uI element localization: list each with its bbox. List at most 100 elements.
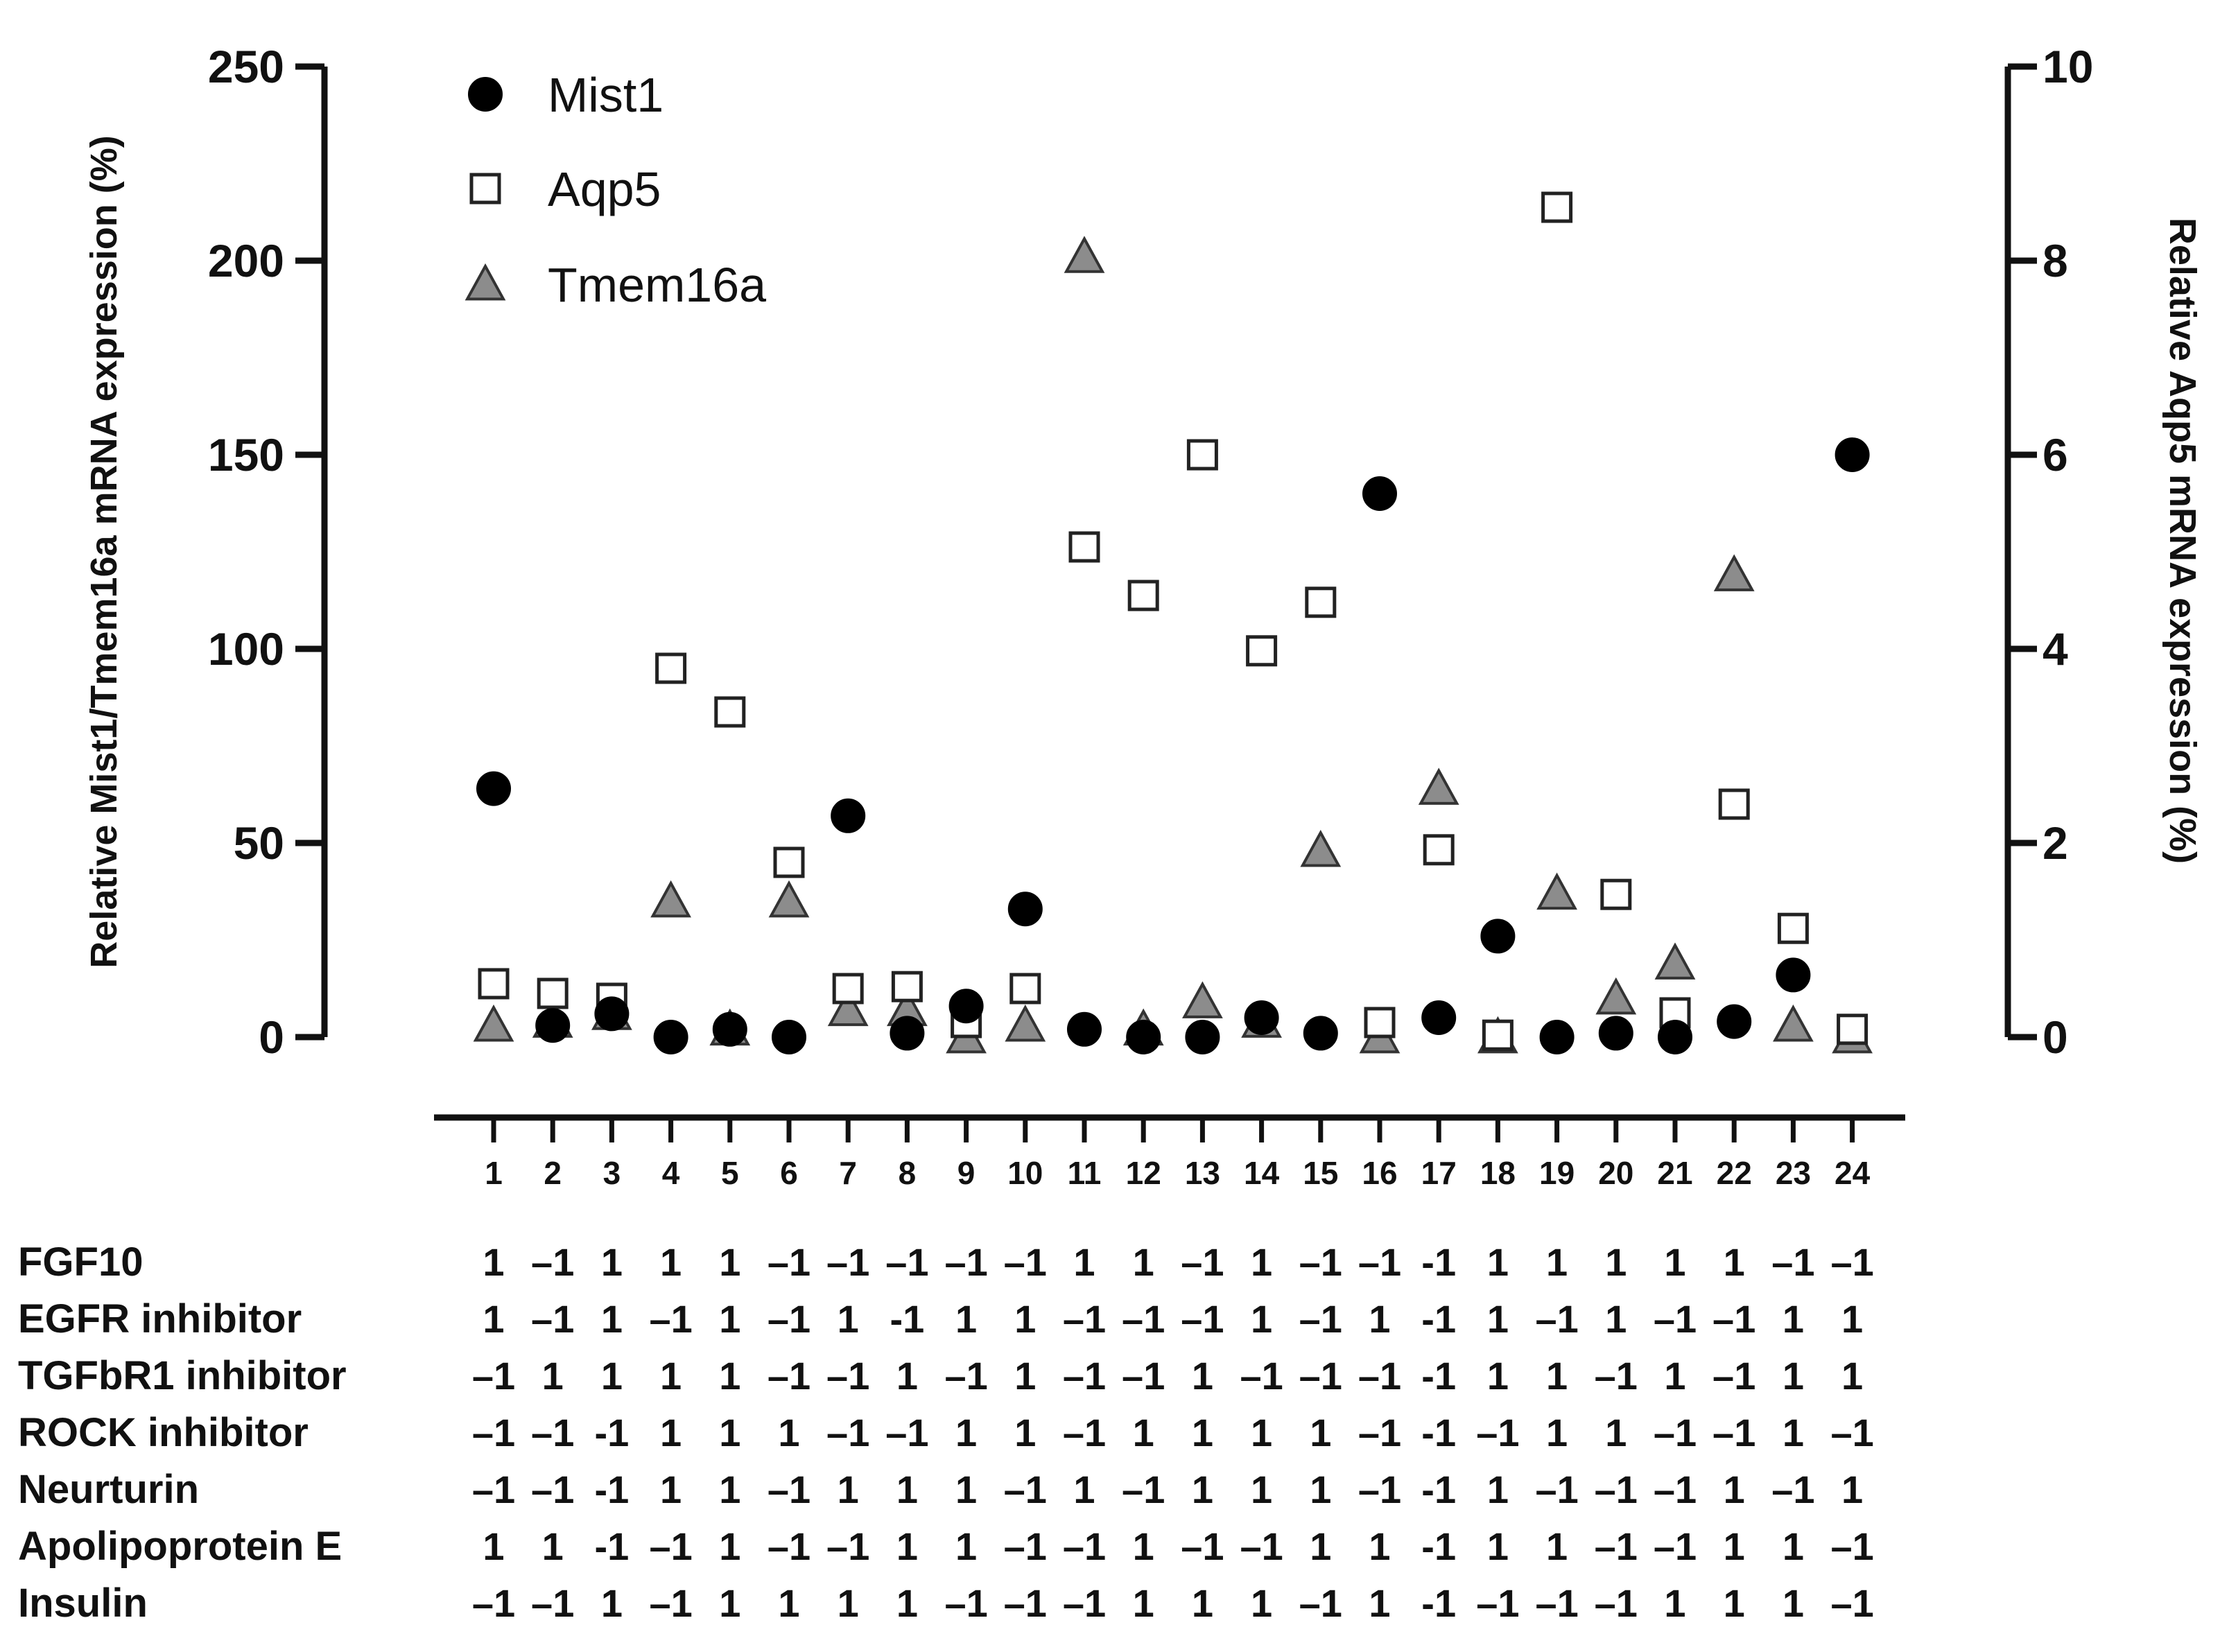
factor-level: 1 <box>1605 1411 1627 1454</box>
factor-level: –1 <box>1181 1524 1224 1568</box>
aqp5-point <box>1068 531 1100 563</box>
right-tick-label: 8 <box>2043 235 2068 286</box>
right-tick-label: 10 <box>2043 41 2093 92</box>
factor-level: –1 <box>826 1524 869 1568</box>
factor-level: -1 <box>1421 1468 1456 1511</box>
factor-level: –1 <box>1358 1411 1401 1454</box>
factor-level: 1 <box>955 1468 977 1511</box>
factor-level: 1 <box>719 1297 740 1341</box>
series-aqp5 <box>478 191 1868 1051</box>
factor-level: –1 <box>1122 1297 1165 1341</box>
aqp5-point <box>1009 973 1041 1005</box>
mist1-point <box>1717 1004 1752 1039</box>
factor-level: –1 <box>472 1354 515 1398</box>
mist1-point <box>1067 1011 1102 1047</box>
factor-level: 1 <box>1133 1411 1154 1454</box>
tmem16a-point <box>1182 981 1223 1018</box>
left-axis-title: Relative Mist1/Tmem16a mRNA expression (… <box>83 135 125 968</box>
factor-level: –1 <box>649 1297 692 1341</box>
x-tick-label: 4 <box>662 1155 680 1191</box>
factor-level: –1 <box>1299 1354 1342 1398</box>
legend-mist1-marker <box>468 77 503 112</box>
factor-level: 1 <box>1605 1297 1627 1341</box>
factor-level: 1 <box>1251 1468 1272 1511</box>
factor-level: 1 <box>1014 1411 1036 1454</box>
factor-level: 1 <box>1073 1240 1095 1284</box>
x-tick-label: 16 <box>1362 1155 1397 1191</box>
factor-level: 1 <box>601 1297 623 1341</box>
factor-level: –1 <box>1830 1581 1873 1625</box>
aqp5-point <box>1482 1019 1514 1051</box>
factor-level: –1 <box>1535 1297 1578 1341</box>
tmem16a-point <box>1300 830 1342 867</box>
factor-level: 1 <box>1014 1297 1036 1341</box>
aqp5-point <box>1718 788 1750 820</box>
mist1-point <box>1658 1020 1692 1054</box>
legend: Mist1 Aqp5 Tmem16a <box>465 68 766 312</box>
data-marks <box>473 191 1873 1054</box>
factor-level: 1 <box>896 1468 918 1511</box>
factor-level: –1 <box>1830 1524 1873 1568</box>
aqp5-point <box>714 696 746 728</box>
factor-level: –1 <box>1535 1468 1578 1511</box>
factor-level: 1 <box>1546 1240 1568 1284</box>
legend-tmem16a-marker <box>465 263 506 301</box>
factor-name: Apolipoprotein E <box>18 1524 342 1569</box>
tmem16a-point <box>1773 1005 1814 1042</box>
factor-level: -1 <box>1421 1354 1456 1398</box>
factor-level: 1 <box>955 1411 977 1454</box>
aqp5-point <box>1305 586 1337 618</box>
tmem16a-point <box>1064 236 1105 273</box>
aqp5-point <box>1364 1007 1396 1038</box>
factor-table: FGF10 1 –1 1 1 1 –1 –1 –1 –1 –1 1 1 –1 1 –1 –1 -1 1 1 1 1 1 –1–… <box>18 1240 1874 1626</box>
factor-level: –1 <box>1358 1240 1401 1284</box>
mist1-point <box>1244 1000 1279 1035</box>
factor-level: 1 <box>1369 1297 1390 1341</box>
x-tick-label: 22 <box>1717 1155 1752 1191</box>
factor-level: -1 <box>595 1524 630 1568</box>
factor-level: 1 <box>1133 1581 1154 1625</box>
left-tick-label: 100 <box>208 623 284 675</box>
left-tick-label: 250 <box>208 41 284 92</box>
factor-level: –1 <box>1595 1354 1638 1398</box>
left-tick-label: 200 <box>208 235 284 286</box>
factor-level: –1 <box>1595 1524 1638 1568</box>
factor-level: 1 <box>601 1354 623 1398</box>
factor-level: 1 <box>1192 1581 1213 1625</box>
aqp5-point <box>1127 580 1159 611</box>
factor-level: –1 <box>1063 1524 1106 1568</box>
factor-level: 1 <box>1724 1524 1745 1568</box>
aqp5-point <box>1837 1014 1868 1045</box>
x-tick-label: 18 <box>1480 1155 1516 1191</box>
factor-level: 1 <box>1841 1297 1863 1341</box>
factor-level: –1 <box>472 1581 515 1625</box>
aqp5-point <box>891 971 923 1002</box>
factor-level: -1 <box>1421 1240 1456 1284</box>
x-tick-label: 5 <box>721 1155 739 1191</box>
factor-level: 1 <box>1487 1240 1509 1284</box>
mist1-point <box>1421 1000 1457 1035</box>
factor-level: –1 <box>826 1411 869 1454</box>
tmem16a-point <box>1595 977 1637 1015</box>
aqp5-point <box>832 973 864 1005</box>
series-mist1 <box>476 437 1870 1054</box>
factor-level: –1 <box>1654 1524 1697 1568</box>
factor-name: EGFR inhibitor <box>18 1296 302 1341</box>
factor-level: –1 <box>944 1354 987 1398</box>
right-axis-title: Relative Aqp5 mRNA expression (%) <box>2162 218 2203 864</box>
factor-level: –1 <box>1299 1581 1342 1625</box>
mist1-point <box>594 996 630 1032</box>
mist1-point <box>1007 892 1043 927</box>
factor-level: 1 <box>1487 1354 1509 1398</box>
factor-level: –1 <box>1240 1354 1283 1398</box>
factor-level: 1 <box>1724 1240 1745 1284</box>
factor-level: 1 <box>719 1468 740 1511</box>
factor-level: –1 <box>944 1581 987 1625</box>
factor-level: –1 <box>768 1468 810 1511</box>
factor-name: Neurturin <box>18 1467 199 1512</box>
factor-level: –1 <box>1063 1581 1106 1625</box>
x-tick-label: 7 <box>839 1155 857 1191</box>
x-tick-label: 14 <box>1244 1155 1280 1191</box>
